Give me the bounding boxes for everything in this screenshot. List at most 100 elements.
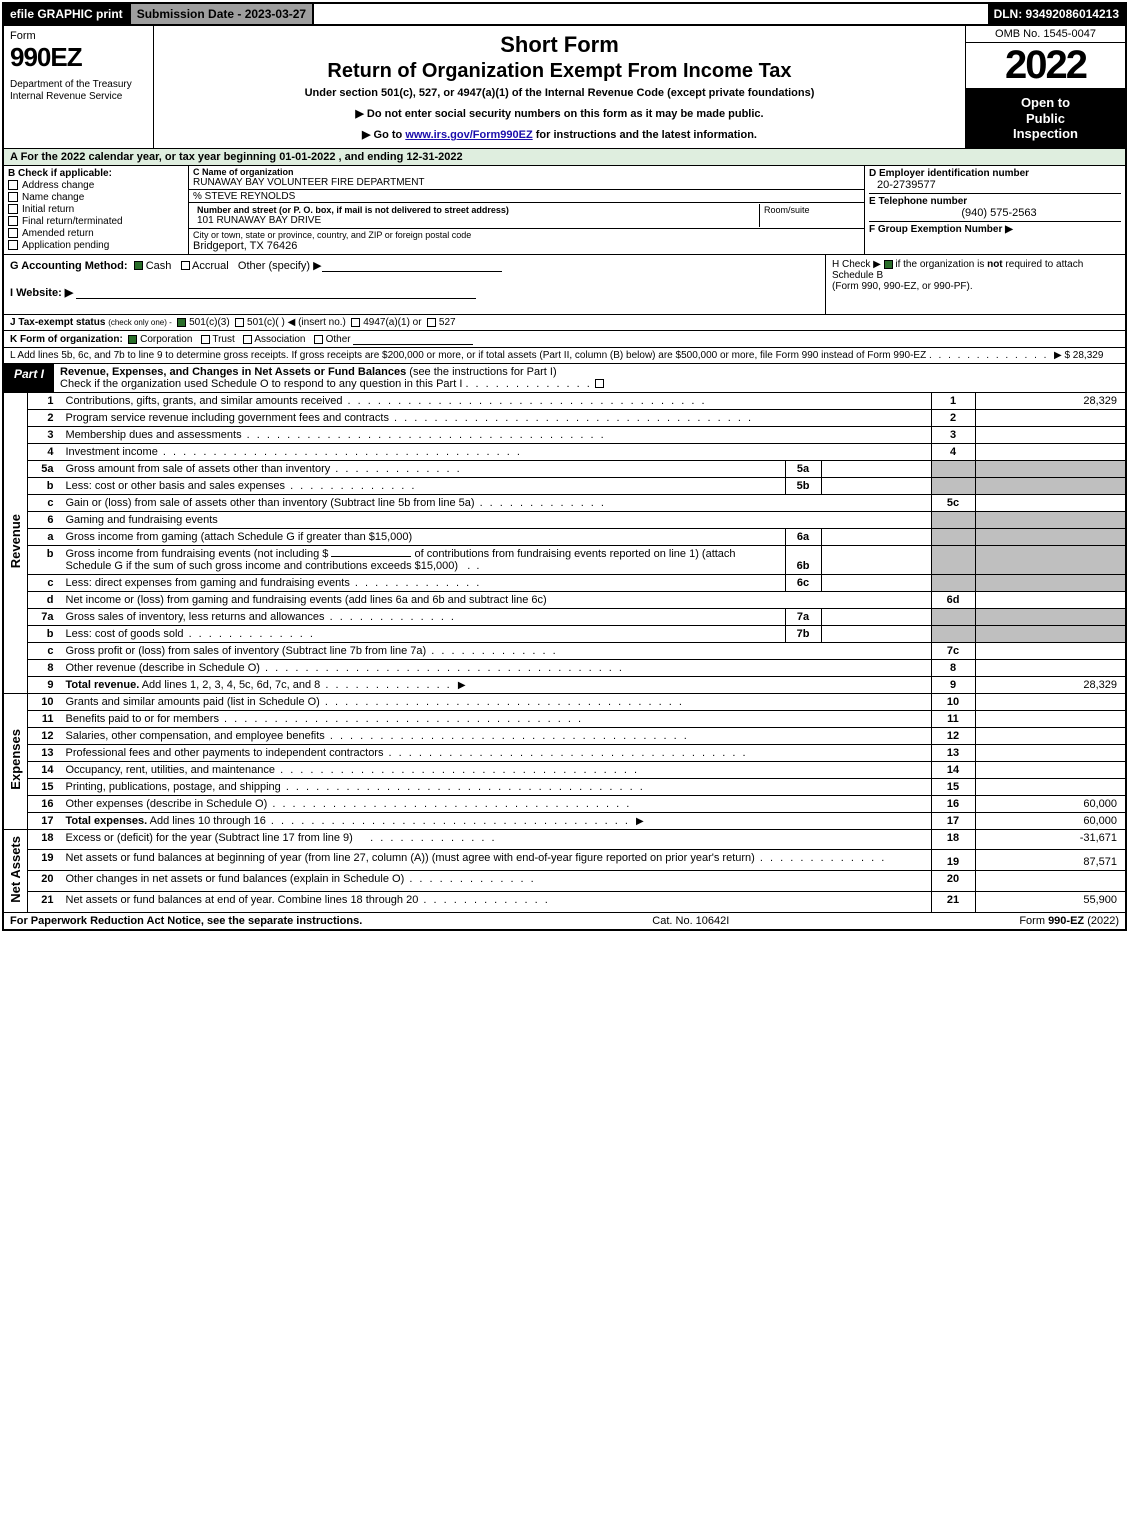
chk-association[interactable]	[243, 335, 252, 344]
ln-6-desc: Gaming and fundraising events	[62, 511, 932, 528]
form-page: efile GRAPHIC print Submission Date - 20…	[2, 2, 1127, 931]
part1-see: (see the instructions for Part I)	[409, 366, 556, 378]
ln-7a-minival	[821, 608, 931, 625]
grey-cell	[975, 528, 1125, 545]
b-header: B Check if applicable:	[8, 168, 184, 179]
efile-print-btn[interactable]: efile GRAPHIC print	[4, 4, 129, 24]
open-to-public: Open to Public Inspection	[966, 89, 1125, 148]
chk-address-change[interactable]: Address change	[8, 180, 184, 191]
chk-527[interactable]	[427, 318, 436, 327]
ln-6a-no: a	[28, 528, 62, 545]
ln-13-desc: Professional fees and other payments to …	[62, 744, 932, 761]
chk-final-return[interactable]: Final return/terminated	[8, 216, 184, 227]
chk-4947[interactable]	[351, 318, 360, 327]
chk-corporation[interactable]	[128, 335, 137, 344]
other-org-blank[interactable]	[353, 333, 473, 345]
chk-other-org[interactable]	[314, 335, 323, 344]
ln-7a-no: 7a	[28, 608, 62, 625]
table-row: 9 Total revenue. Add lines 1, 2, 3, 4, 5…	[4, 676, 1125, 693]
k-label: K Form of organization:	[10, 334, 123, 345]
ln-16-desc: Other expenses (describe in Schedule O)	[62, 795, 932, 812]
org-name: RUNAWAY BAY VOLUNTEER FIRE DEPARTMENT	[193, 177, 860, 188]
chk-application-pending[interactable]: Application pending	[8, 240, 184, 251]
ln-6b-blank[interactable]	[331, 556, 411, 557]
ln-6c-no: c	[28, 574, 62, 591]
bc-row: B Check if applicable: Address change Na…	[4, 166, 1125, 255]
group-exemption-label: F Group Exemption Number ▶	[869, 224, 1121, 235]
g-label: G Accounting Method:	[10, 260, 128, 272]
chk-name-change[interactable]: Name change	[8, 192, 184, 203]
chk-label: Initial return	[22, 204, 74, 215]
ln-13-no: 13	[28, 744, 62, 761]
street: 101 RUNAWAY BAY DRIVE	[197, 215, 755, 226]
cash-label: Cash	[146, 260, 172, 272]
ln-14-desc: Occupancy, rent, utilities, and maintena…	[62, 761, 932, 778]
table-row: c Gain or (loss) from sale of assets oth…	[4, 494, 1125, 511]
k-o4: Other	[326, 334, 351, 345]
ln-13-val	[975, 744, 1125, 761]
short-form-title: Short Form	[500, 32, 619, 58]
city: Bridgeport, TX 76426	[193, 240, 860, 252]
org-name-label: C Name of organization	[193, 167, 860, 177]
footer-right-pre: Form	[1019, 915, 1048, 927]
chk-initial-return[interactable]: Initial return	[8, 204, 184, 215]
ln-7b-minival	[821, 625, 931, 642]
ln-4-desc: Investment income	[62, 443, 932, 460]
grey-cell	[931, 511, 975, 528]
section-a: A For the 2022 calendar year, or tax yea…	[4, 149, 1125, 166]
l-text: L Add lines 5b, 6c, and 7b to line 9 to …	[10, 350, 926, 361]
table-row: 5a Gross amount from sale of assets othe…	[4, 460, 1125, 477]
ln-21-no: 21	[28, 891, 62, 911]
triangle-icon: ▶	[636, 816, 644, 827]
section-b: B Check if applicable: Address change Na…	[4, 166, 189, 254]
side-revenue: Revenue	[4, 393, 28, 694]
chk-amended-return[interactable]: Amended return	[8, 228, 184, 239]
table-row: 17 Total expenses. Add lines 10 through …	[4, 812, 1125, 829]
chk-501c[interactable]	[235, 318, 244, 327]
table-row: 19 Net assets or fund balances at beginn…	[4, 850, 1125, 871]
h-post2: (Form 990, 990-EZ, or 990-PF).	[832, 281, 973, 292]
side-revenue-text: Revenue	[8, 510, 23, 572]
chk-trust[interactable]	[201, 335, 210, 344]
ln-6d-no: d	[28, 591, 62, 608]
ln-14-val	[975, 761, 1125, 778]
grey-cell	[931, 608, 975, 625]
other-blank[interactable]	[322, 260, 502, 272]
ln-18-desc: Excess or (deficit) for the year (Subtra…	[62, 829, 932, 850]
chk-cash[interactable]	[134, 261, 143, 270]
irs-link[interactable]: www.irs.gov/Form990EZ	[405, 129, 532, 141]
ln-20-desc: Other changes in net assets or fund bala…	[62, 871, 932, 892]
ln-10-no: 10	[28, 693, 62, 710]
j-o3: 4947(a)(1) or	[363, 317, 421, 328]
j-label: J Tax-exempt status	[10, 317, 105, 328]
part1-tab: Part I	[4, 364, 54, 392]
ln-19-desc: Net assets or fund balances at beginning…	[62, 850, 932, 871]
ln-5a-desc: Gross amount from sale of assets other t…	[62, 460, 786, 477]
ln-5a-no: 5a	[28, 460, 62, 477]
chk-accrual[interactable]	[181, 261, 190, 270]
website-blank[interactable]	[76, 287, 476, 299]
footer-right: Form 990-EZ (2022)	[1019, 915, 1119, 927]
table-row: 13 Professional fees and other payments …	[4, 744, 1125, 761]
ln-6c-desc: Less: direct expenses from gaming and fu…	[62, 574, 786, 591]
ln-11-desc: Benefits paid to or for members	[62, 710, 932, 727]
chk-schedule-o[interactable]	[595, 379, 604, 388]
h-not: not	[987, 259, 1003, 270]
chk-h[interactable]	[884, 260, 893, 269]
ln-12-no: 12	[28, 727, 62, 744]
ein: 20-2739577	[869, 179, 1121, 194]
dept-line1: Department of the Treasury	[10, 79, 132, 90]
ln-6b-mini: 6b	[785, 545, 821, 574]
chk-501c3[interactable]	[177, 318, 186, 327]
room-suite-label: Room/suite	[760, 204, 860, 227]
grey-cell	[975, 460, 1125, 477]
table-row: b Less: cost or other basis and sales ex…	[4, 477, 1125, 494]
table-row: d Net income or (loss) from gaming and f…	[4, 591, 1125, 608]
ln-19-val: 87,571	[975, 850, 1125, 871]
table-row: 12 Salaries, other compensation, and emp…	[4, 727, 1125, 744]
ln-1-val: 28,329	[975, 393, 1125, 410]
open2: Public	[1026, 111, 1065, 126]
street-label: Number and street (or P. O. box, if mail…	[197, 205, 755, 215]
ln-6c-mini: 6c	[785, 574, 821, 591]
ln-12-desc: Salaries, other compensation, and employ…	[62, 727, 932, 744]
